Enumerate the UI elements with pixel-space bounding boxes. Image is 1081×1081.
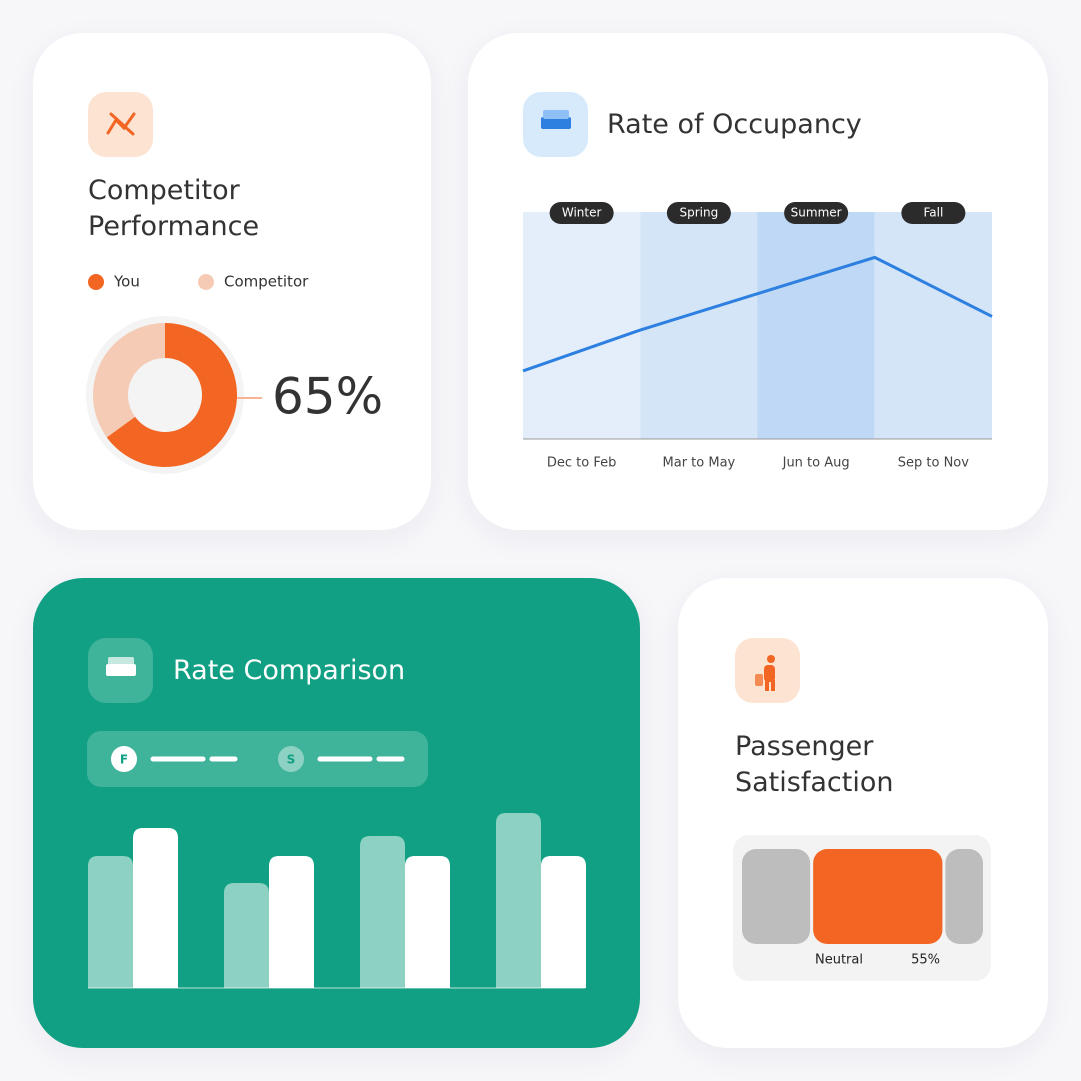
card-title: Competitor Performance xyxy=(88,175,260,242)
legend-dot xyxy=(88,274,104,290)
icon-glyph xyxy=(106,657,136,676)
segment xyxy=(813,849,943,944)
x-tick-label: Jun to Aug xyxy=(782,456,850,471)
bar xyxy=(541,856,586,988)
season-label: Winter xyxy=(562,206,602,220)
segment xyxy=(742,849,811,944)
season-pill xyxy=(666,202,731,224)
season-label: Fall xyxy=(923,206,943,220)
season-pill xyxy=(784,202,849,224)
season-band xyxy=(757,212,875,439)
bar xyxy=(224,883,269,988)
x-tick-label: Dec to Feb xyxy=(547,456,617,471)
bar xyxy=(88,856,133,988)
season-label: Summer xyxy=(791,206,842,220)
legend-label: You xyxy=(113,273,140,291)
season-pill xyxy=(901,202,966,224)
legend-label: S xyxy=(287,753,296,767)
season-band xyxy=(874,212,992,439)
legend-label: Competitor xyxy=(224,273,309,291)
bar xyxy=(133,828,178,988)
icon-glyph xyxy=(541,110,571,129)
bar xyxy=(496,813,541,988)
legend-dot xyxy=(278,746,304,772)
bar xyxy=(360,836,405,988)
icon-glyph xyxy=(755,655,775,691)
icon-glyph xyxy=(106,112,136,136)
card-title: Rate of Occupancy xyxy=(607,109,862,140)
segment xyxy=(945,849,983,944)
donut-slice xyxy=(106,323,238,467)
x-tick-label: Mar to May xyxy=(663,456,736,471)
legend-dot xyxy=(111,746,137,772)
value-label: 65% xyxy=(272,368,383,426)
segment-label: Neutral xyxy=(815,953,863,968)
legend-label: F xyxy=(120,753,128,767)
value-label: 55% xyxy=(911,953,940,968)
legend-box xyxy=(87,731,428,787)
bar xyxy=(269,856,314,988)
legend-dot xyxy=(198,274,214,290)
donut-slice xyxy=(92,323,165,438)
season-pill xyxy=(549,202,614,224)
card-title: Rate Comparison xyxy=(173,655,406,686)
x-tick-label: Sep to Nov xyxy=(898,456,969,471)
line xyxy=(522,255,993,373)
card-title: Passenger Satisfaction xyxy=(735,731,894,798)
bar xyxy=(405,856,450,988)
season-label: Spring xyxy=(680,206,719,220)
season-band xyxy=(523,212,641,439)
